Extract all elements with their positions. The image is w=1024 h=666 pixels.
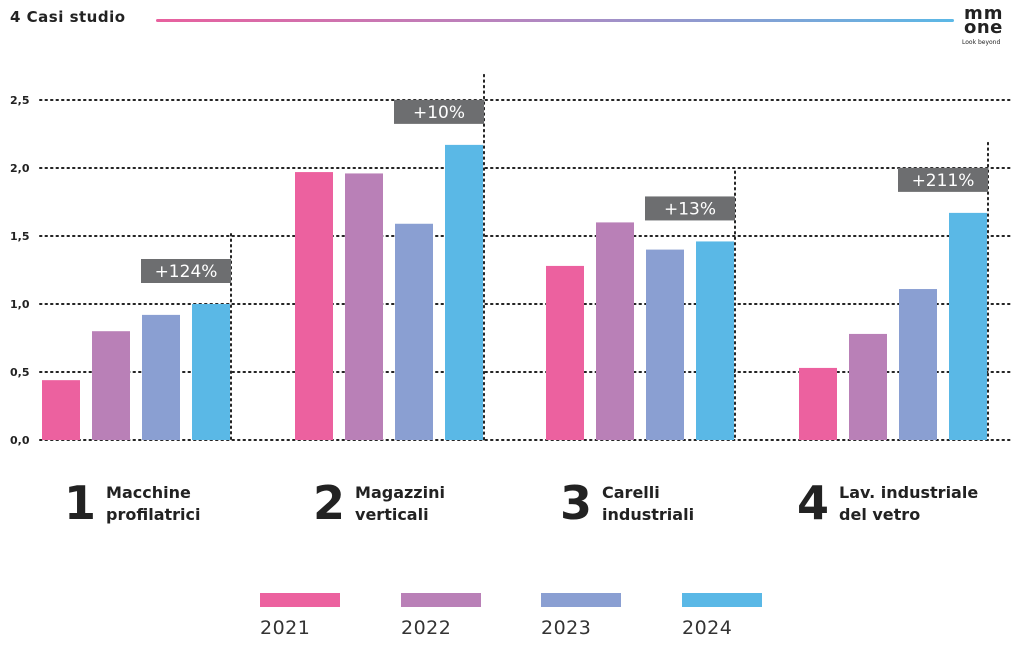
legend-item-2022: 2022 — [401, 593, 481, 639]
logo-mm: mm — [964, 3, 1004, 24]
header-divider — [156, 19, 954, 22]
growth-label: +13% — [664, 199, 716, 219]
growth-badge — [141, 259, 231, 283]
bar-2023 — [646, 249, 684, 440]
bar-2021 — [799, 367, 837, 440]
logo-tagline: Look beyond — [962, 39, 1001, 46]
category-name-line2: profilatrici — [106, 505, 201, 524]
bar-2022 — [92, 331, 130, 440]
category-name-line2: del vetro — [839, 505, 921, 524]
category-label-3: 3 Carelli industriali — [560, 480, 694, 526]
legend-label: 2021 — [260, 617, 311, 639]
growth-label: +124% — [155, 262, 218, 282]
bar-2024 — [696, 241, 734, 440]
growth-badge — [898, 167, 988, 192]
logo-one: one — [964, 17, 1003, 38]
legend-swatch — [401, 593, 481, 607]
bar-2021 — [42, 380, 80, 440]
category-label-1: 1 Macchine profilatrici — [64, 480, 200, 526]
bar-2023 — [142, 314, 180, 440]
bar-2022 — [345, 173, 383, 440]
bar-2023 — [899, 289, 937, 440]
bar-2021 — [295, 172, 333, 440]
category-name-line1: Lav. industriale — [839, 483, 979, 502]
growth-badge — [394, 99, 484, 124]
bar-2024 — [192, 304, 230, 440]
category-name-line2: verticali — [355, 505, 429, 524]
legend-swatch — [541, 593, 621, 607]
category-number: 4 — [797, 476, 830, 530]
category-name-line1: Macchine — [106, 483, 191, 502]
growth-badge — [645, 196, 735, 221]
category-label-4: 4 Lav. industriale del vetro — [797, 480, 978, 526]
legend-label: 2022 — [401, 617, 452, 639]
bar-2023 — [395, 223, 433, 440]
legend-item-2024: 2024 — [682, 593, 762, 639]
category-name-line1: Carelli — [602, 483, 660, 502]
y-tick-label: 1,0 — [10, 298, 30, 311]
bar-chart: 0,0 0,5 1,0 1,5 2,0 2,5 +124% +10% +13% +211% — [10, 73, 1013, 447]
bar-2024 — [949, 212, 987, 440]
category-label-2: 2 Magazzini verticali — [313, 480, 445, 526]
growth-label: +10% — [413, 103, 465, 123]
legend-item-2023: 2023 — [541, 593, 621, 639]
growth-label: +211% — [912, 171, 975, 191]
y-tick-label: 2,5 — [10, 94, 30, 107]
legend-swatch — [260, 593, 340, 607]
bar-2021 — [546, 265, 584, 440]
bar-2022 — [596, 222, 634, 440]
category-name-line2: industriali — [602, 505, 695, 524]
legend-label: 2024 — [682, 617, 733, 639]
bar-2024 — [445, 144, 483, 440]
y-tick-label: 0,5 — [10, 366, 30, 379]
legend-swatch — [682, 593, 762, 607]
category-name-line1: Magazzini — [355, 483, 445, 502]
y-tick-label: 1,5 — [10, 230, 30, 243]
legend-label: 2023 — [541, 617, 592, 639]
bar-2022 — [849, 333, 887, 440]
page-title: 4 Casi studio — [10, 8, 126, 26]
category-number: 3 — [560, 476, 593, 530]
category-number: 2 — [313, 476, 346, 530]
y-tick-label: 0,0 — [10, 434, 30, 447]
y-tick-label: 2,0 — [10, 162, 30, 175]
brand-logo: mm one Look beyond — [958, 3, 1014, 48]
category-number: 1 — [64, 476, 97, 530]
legend-item-2021: 2021 — [260, 593, 340, 639]
